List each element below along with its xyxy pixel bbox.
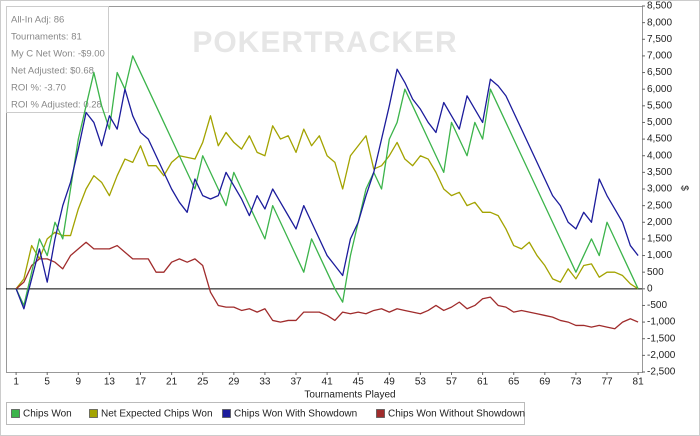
legend-label: Chips Won — [23, 409, 72, 420]
legend-label: Chips Won Without Showdown — [388, 409, 525, 420]
x-tick-label: 65 — [508, 377, 520, 388]
info-line: My C Net Won: -$9.00 — [11, 49, 105, 60]
x-tick-label: 61 — [477, 377, 489, 388]
legend-swatch — [376, 409, 385, 418]
legend-swatch — [11, 409, 20, 418]
legend-label: Net Expected Chips Won — [101, 409, 213, 420]
x-tick-label: 29 — [228, 377, 240, 388]
y-tick-label: -1,000 — [647, 317, 676, 328]
y-tick-label: 0 — [647, 283, 653, 294]
legend-swatch — [89, 409, 98, 418]
y-tick-label: 5,000 — [647, 117, 672, 128]
x-tick-label: 17 — [135, 377, 147, 388]
x-axis-title: Tournaments Played — [304, 390, 395, 401]
info-box: All-In Adj: 86 Tournaments: 81 My C Net Wo… — [6, 6, 109, 113]
x-tick-label: 73 — [570, 377, 582, 388]
info-line: Net Adjusted: $0.68 — [11, 66, 94, 77]
series-line — [15, 115, 639, 290]
y-tick-label: -2,000 — [647, 350, 676, 361]
y-tick-label: 7,000 — [647, 51, 672, 62]
info-panel — [6, 6, 109, 113]
legend-swatch — [222, 409, 231, 418]
x-tick-label: 37 — [290, 377, 302, 388]
info-line: All-In Adj: 86 — [11, 15, 64, 26]
y-axis-title: $ — [678, 185, 689, 191]
x-tick-label: 13 — [104, 377, 116, 388]
x-tick-label: 45 — [353, 377, 365, 388]
series-line — [15, 68, 639, 310]
x-tick-label: 41 — [322, 377, 334, 388]
y-tick-label: -1,500 — [647, 333, 676, 344]
x-tick-label: 53 — [415, 377, 427, 388]
legend-label: Chips Won With Showdown — [234, 409, 357, 420]
y-tick-label: 1,500 — [647, 234, 672, 245]
y-tick-label: 2,000 — [647, 217, 672, 228]
series-line — [15, 241, 639, 330]
info-line: Tournaments: 81 — [11, 32, 82, 43]
y-tick-label: 500 — [647, 267, 664, 278]
x-tick-label: 33 — [259, 377, 271, 388]
y-tick-label: 6,500 — [647, 67, 672, 78]
x-tick-label: 77 — [601, 377, 613, 388]
y-tick-label: 4,500 — [647, 134, 672, 145]
y-tick-label: 4,000 — [647, 150, 672, 161]
x-tick-label: 9 — [76, 377, 82, 388]
y-tick-label: -2,500 — [647, 367, 676, 378]
x-tick-label: 21 — [166, 377, 178, 388]
y-tick-label: 5,500 — [647, 100, 672, 111]
info-line: ROI % Adjusted: 0.28 — [11, 100, 102, 111]
x-tick-label: 5 — [44, 377, 50, 388]
info-line: ROI %: -3.70 — [11, 83, 66, 94]
y-tick-label: -500 — [647, 300, 667, 311]
legend — [6, 402, 525, 425]
y-tick-label: 7,500 — [647, 34, 672, 45]
x-tick-label: 57 — [446, 377, 458, 388]
x-tick-label: 49 — [384, 377, 396, 388]
x-tick-label: 69 — [539, 377, 551, 388]
x-tick-label: 81 — [633, 377, 645, 388]
y-tick-label: 8,500 — [647, 1, 672, 12]
watermark: POKERTRACKER — [192, 26, 457, 59]
y-tick-label: 8,000 — [647, 17, 672, 28]
y-tick-label: 6,000 — [647, 84, 672, 95]
y-tick-label: 2,500 — [647, 200, 672, 211]
series-line — [15, 55, 639, 307]
x-tick-label: 25 — [197, 377, 209, 388]
y-tick-label: 1,000 — [647, 250, 672, 261]
y-tick-label: 3,000 — [647, 184, 672, 195]
y-tick-label: 3,500 — [647, 167, 672, 178]
x-tick-label: 1 — [13, 377, 19, 388]
